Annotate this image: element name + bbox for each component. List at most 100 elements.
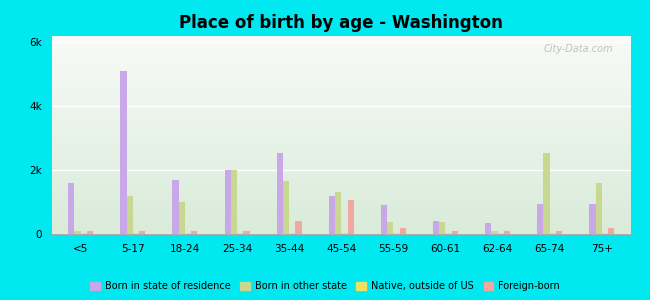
Bar <box>52 166 630 167</box>
Bar <box>74 231 81 234</box>
Bar <box>52 109 630 110</box>
Bar <box>52 210 630 211</box>
Bar <box>52 69 630 70</box>
Bar <box>52 112 630 113</box>
Bar <box>335 193 341 234</box>
Bar <box>52 159 630 160</box>
Bar <box>52 178 630 179</box>
Bar <box>52 135 630 136</box>
Bar <box>52 227 630 228</box>
Bar <box>52 224 630 225</box>
Bar <box>52 174 630 175</box>
Bar <box>52 171 630 172</box>
Bar <box>231 170 237 234</box>
Bar <box>52 106 630 107</box>
Bar <box>52 122 630 123</box>
Bar <box>52 130 630 131</box>
Bar <box>52 49 630 50</box>
Bar <box>52 170 630 171</box>
Bar <box>52 73 630 74</box>
Bar <box>485 223 491 234</box>
Bar <box>52 128 630 129</box>
Bar <box>52 105 630 106</box>
Bar <box>52 127 630 128</box>
Bar <box>127 196 133 234</box>
Bar <box>52 120 630 121</box>
Bar <box>381 205 387 234</box>
Bar <box>52 185 630 187</box>
Bar <box>439 222 445 234</box>
Bar <box>52 203 630 204</box>
Bar <box>52 75 630 76</box>
Bar <box>52 201 630 202</box>
Bar <box>602 233 608 234</box>
Bar <box>52 57 630 58</box>
Bar <box>52 211 630 212</box>
Bar <box>52 160 630 161</box>
Bar <box>52 202 630 203</box>
Bar <box>52 205 630 206</box>
Bar <box>52 131 630 132</box>
Bar <box>52 114 630 115</box>
Bar <box>52 172 630 174</box>
Bar <box>52 116 630 117</box>
Bar <box>68 183 74 234</box>
Bar <box>52 218 630 219</box>
Bar <box>52 141 630 142</box>
Bar <box>52 220 630 221</box>
Bar <box>595 183 602 234</box>
Bar <box>237 233 243 234</box>
Bar <box>348 200 354 234</box>
Bar <box>543 153 550 234</box>
Bar <box>52 83 630 85</box>
Bar <box>52 113 630 114</box>
Bar <box>52 126 630 127</box>
Bar <box>52 117 630 118</box>
Bar <box>52 37 630 38</box>
Bar <box>52 38 630 39</box>
Bar <box>52 142 630 143</box>
Bar <box>52 53 630 54</box>
Bar <box>52 181 630 182</box>
Bar <box>52 44 630 45</box>
Bar <box>433 221 439 234</box>
Bar <box>52 70 630 71</box>
Bar <box>52 161 630 162</box>
Bar <box>52 215 630 216</box>
Bar <box>52 217 630 218</box>
Bar <box>537 204 543 234</box>
Bar <box>52 108 630 109</box>
Bar <box>52 196 630 197</box>
Legend: Born in state of residence, Born in other state, Native, outside of US, Foreign-: Born in state of residence, Born in othe… <box>86 278 564 295</box>
Bar <box>52 48 630 49</box>
Bar <box>329 196 335 234</box>
Bar <box>52 88 630 89</box>
Bar <box>87 231 93 234</box>
Bar <box>52 194 630 195</box>
Bar <box>52 167 630 168</box>
Bar <box>179 202 185 234</box>
Bar <box>52 177 630 178</box>
Bar <box>52 229 630 230</box>
Bar <box>52 216 630 217</box>
Bar <box>52 68 630 69</box>
Bar <box>52 90 630 92</box>
Bar <box>52 195 630 196</box>
Bar <box>52 206 630 207</box>
Bar <box>52 64 630 65</box>
Bar <box>52 187 630 188</box>
Bar <box>52 199 630 200</box>
Bar <box>52 219 630 220</box>
Bar <box>52 233 630 234</box>
Bar <box>52 76 630 78</box>
Bar <box>52 121 630 122</box>
Bar <box>52 45 630 46</box>
Bar <box>52 36 630 37</box>
Bar <box>52 154 630 155</box>
Bar <box>341 233 348 234</box>
Bar <box>52 86 630 88</box>
Bar <box>590 204 595 234</box>
Title: Place of birth by age - Washington: Place of birth by age - Washington <box>179 14 503 32</box>
Bar <box>52 153 630 154</box>
Bar <box>224 170 231 234</box>
